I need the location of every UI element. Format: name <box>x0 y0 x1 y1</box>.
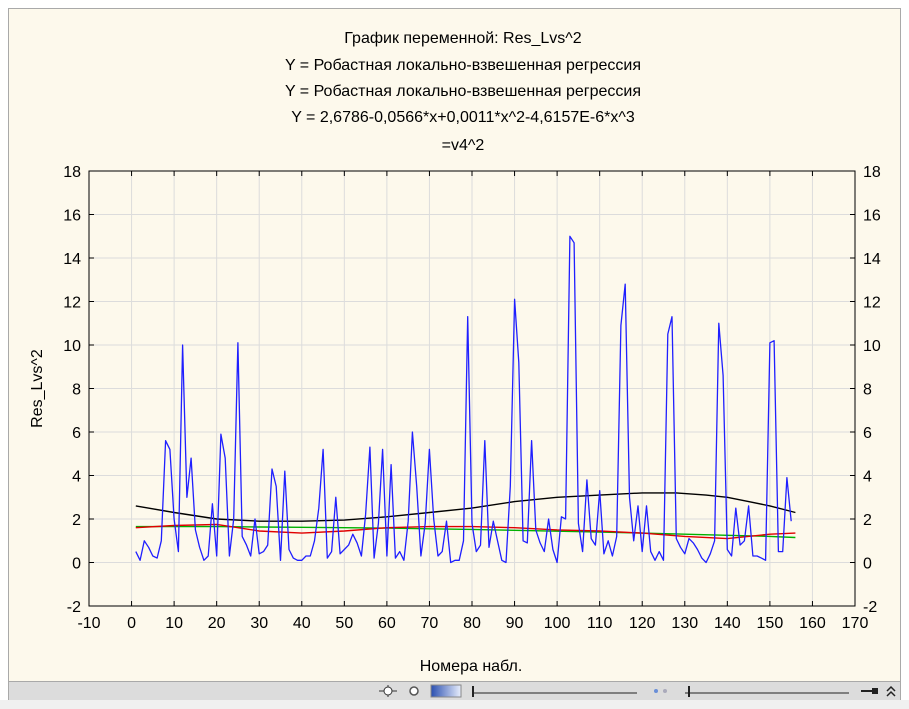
chart-title-line-5: =v4^2 <box>442 137 485 154</box>
tick-labels: -10 0 10 20 30 40 50 60 70 80 90 100 110 120 130 140 150… <box>63 164 881 632</box>
dots-icon[interactable] <box>649 684 675 698</box>
x-tick-label: 0 <box>127 615 136 632</box>
y-axis-label: Res_Lvs^2 <box>29 349 46 428</box>
gradient-swatch-icon[interactable] <box>430 684 462 698</box>
chart-area: График переменной: Res_Lvs^2 Y = Робастн… <box>8 8 901 682</box>
y-tick-label-left: -2 <box>67 599 81 616</box>
chart-title-line-2: Y = Робастная локально-взвешенная регрес… <box>285 57 641 74</box>
x-tick-label: 20 <box>208 615 226 632</box>
y-tick-label-left: 14 <box>63 251 81 268</box>
series-layer <box>135 235 796 564</box>
x-tick-label: 110 <box>587 615 613 632</box>
x-tick-label: 30 <box>250 615 268 632</box>
x-tick-label: 100 <box>544 615 571 632</box>
gear-small-icon[interactable] <box>407 684 421 698</box>
x-tick-label: 50 <box>335 615 353 632</box>
y-tick-label-right: 18 <box>863 164 881 181</box>
y-tick-label-right: 8 <box>863 382 872 399</box>
y-tick-label-left: 10 <box>63 338 81 355</box>
x-tick-label: 170 <box>842 615 869 632</box>
y-tick-label-right: 14 <box>863 251 881 268</box>
y-tick-label-right: 12 <box>863 295 881 312</box>
x-axis-label: Номера набл. <box>420 658 523 675</box>
y-tick-label-left: 4 <box>72 469 81 486</box>
x-tick-label: -10 <box>77 615 100 632</box>
status-strip <box>0 700 909 709</box>
x-tick-label: 150 <box>757 615 784 632</box>
x-tick-label: 160 <box>799 615 826 632</box>
series-line-robust-fit-2 <box>135 525 796 539</box>
chart-title-line-4: Y = 2,6786-0,0566*x+0,0011*x^2-4,6157E-6… <box>291 109 635 126</box>
series-line-data <box>135 235 792 564</box>
y-tick-label-right: 6 <box>863 425 872 442</box>
pin-icon[interactable] <box>859 684 881 698</box>
y-tick-label-left: 6 <box>72 425 81 442</box>
chevron-up-icon[interactable] <box>885 684 897 698</box>
x-tick-label: 130 <box>671 615 698 632</box>
x-tick-label: 140 <box>714 615 741 632</box>
x-tick-label: 70 <box>421 615 439 632</box>
y-tick-label-left: 12 <box>63 295 81 312</box>
y-tick-label-left: 16 <box>63 208 81 225</box>
marker-move-icon[interactable] <box>377 684 399 698</box>
y-tick-label-right: 2 <box>863 512 872 529</box>
graph-toolbar <box>8 682 901 700</box>
x-tick-label: 80 <box>463 615 481 632</box>
x-tick-label: 90 <box>506 615 524 632</box>
x-tick-label: 60 <box>378 615 396 632</box>
x-tick-label: 40 <box>293 615 311 632</box>
y-tick-label-left: 18 <box>63 164 81 181</box>
y-tick-label-right: 16 <box>863 208 881 225</box>
series-line-cubic-fit <box>135 492 796 522</box>
x-tick-label: 120 <box>629 615 656 632</box>
y-tick-label-right: 4 <box>863 469 872 486</box>
y-tick-label-right: 0 <box>863 556 872 573</box>
y-tick-label-right: 10 <box>863 338 881 355</box>
y-tick-label-left: 8 <box>72 382 81 399</box>
chart-title-line-1: График переменной: Res_Lvs^2 <box>344 30 582 47</box>
slider-left-icon[interactable] <box>469 684 639 698</box>
y-tick-label-left: 0 <box>72 556 81 573</box>
line-chart: График переменной: Res_Lvs^2 Y = Робастн… <box>29 30 881 675</box>
y-tick-label-left: 2 <box>72 512 81 529</box>
y-tick-label-right: -2 <box>863 599 877 616</box>
x-tick-label: 10 <box>165 615 183 632</box>
chart-title-line-3: Y = Робастная локально-взвешенная регрес… <box>285 83 641 100</box>
chart-title-block: График переменной: Res_Lvs^2 Y = Робастн… <box>285 30 641 154</box>
series-line-robust-fit-1 <box>135 523 796 540</box>
slider-right-icon[interactable] <box>681 684 851 698</box>
